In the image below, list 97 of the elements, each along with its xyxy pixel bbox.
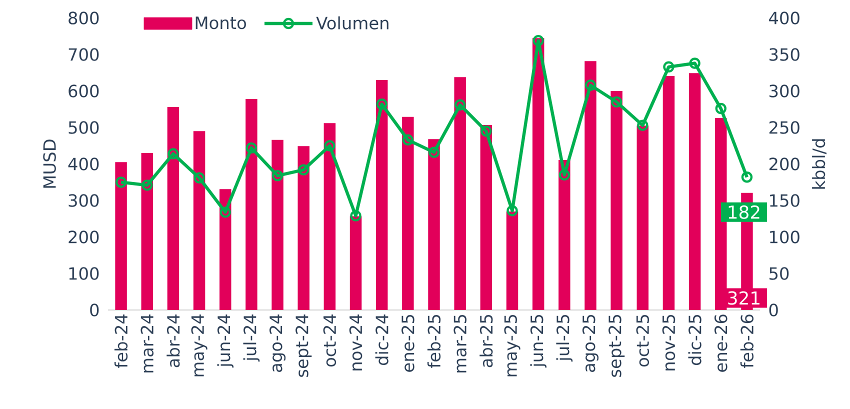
x-tick-label: mar-24 [140, 314, 154, 372]
bar [246, 99, 258, 310]
x-tick-label: jul-24 [243, 314, 260, 362]
y-tick-label: 100 [69, 267, 99, 280]
bar [272, 140, 284, 310]
bar [324, 123, 336, 310]
x-tick-label: ene-26 [714, 314, 728, 372]
point [584, 80, 596, 91]
y-tick-label: 0 [90, 304, 99, 316]
bar [558, 160, 570, 310]
point [506, 205, 518, 216]
x-tick-label: nov-25 [662, 314, 676, 370]
bar [141, 153, 153, 310]
bar [350, 216, 362, 310]
bar [636, 126, 649, 310]
point [741, 172, 753, 183]
y-tick-label: 800 [68, 12, 99, 24]
x-tick-label: may-24 [191, 314, 208, 376]
bar [167, 107, 180, 310]
x-tick-label: sept-24 [296, 314, 312, 377]
point [142, 180, 153, 191]
point [663, 61, 674, 73]
bar [376, 80, 388, 310]
y2-tick-label: 150 [770, 194, 800, 207]
bar [454, 77, 466, 310]
point [610, 96, 622, 108]
x-tick-label: may-25 [504, 314, 520, 376]
point [350, 210, 362, 222]
legend-label: Monto [196, 16, 246, 30]
point [298, 164, 310, 176]
y2-tick-label: 300 [770, 84, 800, 98]
y2-tick-label: 0 [769, 304, 778, 316]
y-tick-label: 200 [68, 230, 99, 244]
bar [193, 131, 206, 310]
x-tick-label: abr-25 [480, 314, 493, 368]
point [454, 99, 466, 110]
legend-label: Volumen [316, 16, 388, 30]
y2-tick-label: 400 [769, 12, 800, 24]
bar [610, 91, 622, 310]
point [428, 146, 440, 158]
bar [532, 38, 544, 310]
bar [402, 116, 414, 310]
point [194, 172, 205, 184]
x-tick-label: feb-24 [114, 314, 128, 368]
x-tick-label: sept-25 [608, 315, 625, 377]
bar [688, 73, 701, 310]
x-tick-label: jun-25 [530, 314, 547, 368]
y2-tick-label: 250 [769, 121, 800, 134]
x-tick-label: feb-25 [427, 315, 441, 368]
bar [662, 76, 675, 310]
bar [298, 146, 310, 310]
point [532, 35, 544, 46]
point [246, 142, 258, 154]
y-axis-title: MUSD [43, 140, 56, 188]
x-tick-label: oct-24 [323, 314, 336, 367]
x-tick-label: mar-25 [454, 314, 466, 372]
y-tick-label: 700 [68, 48, 99, 61]
point [272, 170, 284, 182]
x-tick-label: abr-24 [166, 314, 180, 368]
x-tick-label: dic-24 [375, 314, 388, 366]
x-tick-label: jun-24 [217, 314, 234, 368]
bar [506, 211, 518, 310]
point [168, 148, 179, 160]
x-tick-label: ene-25 [402, 315, 414, 372]
y-tick-label: 300 [68, 194, 99, 207]
y2-axis-title: kbbl/d [812, 139, 826, 189]
point [402, 134, 414, 146]
point [558, 169, 570, 181]
y2-tick-label: 100 [770, 230, 800, 244]
bar [115, 162, 127, 310]
y2-tick-label: 200 [769, 158, 800, 170]
x-tick-label: feb-26 [740, 314, 754, 368]
y-tick-label: 600 [68, 84, 99, 98]
x-tick-label: ago-25 [582, 315, 599, 372]
point [115, 176, 127, 188]
x-tick-label: ago-24 [269, 314, 286, 372]
bar [584, 61, 596, 310]
bar [480, 124, 492, 310]
point [324, 140, 336, 152]
point [480, 126, 492, 137]
x-tick-label: oct-25 [636, 314, 650, 367]
bar [219, 189, 232, 310]
y2-tick-label: 350 [770, 48, 800, 61]
x-tick-label: nov-24 [349, 314, 362, 370]
point [376, 98, 388, 110]
data-label: 321 [728, 291, 760, 305]
y-tick-label: 400 [68, 158, 99, 170]
point [637, 120, 648, 131]
y2-tick-label: 50 [770, 267, 789, 280]
point [715, 102, 726, 114]
x-tick-label: jul-25 [556, 314, 573, 362]
point [220, 206, 231, 218]
x-tick-label: dic-25 [688, 314, 702, 366]
data-label: 182 [728, 205, 760, 219]
point [689, 58, 700, 69]
bar [428, 139, 440, 310]
y-tick-label: 500 [68, 121, 99, 134]
